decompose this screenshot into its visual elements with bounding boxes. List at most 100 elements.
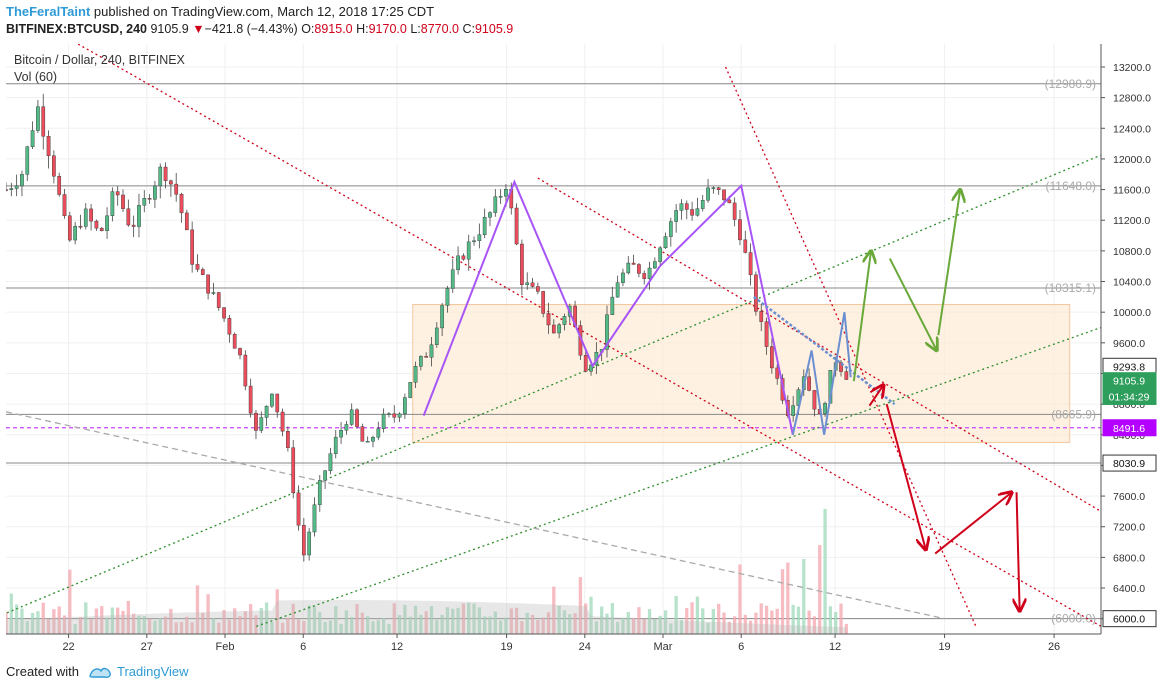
candle <box>679 199 684 220</box>
candle-body <box>520 243 524 285</box>
candle <box>663 232 668 250</box>
candle-body <box>759 311 764 322</box>
candle <box>695 197 700 217</box>
candle-body <box>663 236 668 249</box>
candle-body <box>371 437 375 442</box>
y-axis[interactable]: 6000.06400.06800.07200.07600.08000.08400… <box>1101 62 1151 626</box>
candle-body <box>291 447 296 493</box>
candle <box>637 263 641 278</box>
x-axis[interactable]: 22 27 Feb 6 12 19 24 Mar 6 12 19 26 <box>62 634 1060 653</box>
candle <box>30 121 35 149</box>
candle <box>153 180 157 209</box>
volume-bar <box>653 618 657 634</box>
candle <box>461 253 466 261</box>
candle-body <box>62 194 67 217</box>
trendlines <box>6 44 1101 627</box>
volume-bar <box>158 617 162 634</box>
volume-bar <box>57 606 61 634</box>
candle <box>562 313 567 331</box>
x-tick-label: 12 <box>829 641 841 653</box>
candle-body <box>30 130 35 148</box>
price-change: −421.8 (−4.43%) <box>204 22 298 36</box>
candle-body <box>232 334 237 349</box>
volume-bar <box>701 608 705 634</box>
volume-bar <box>796 606 801 634</box>
volume-bar <box>631 617 636 634</box>
volume-bar <box>105 617 109 634</box>
candle-body <box>732 202 737 220</box>
candle-body <box>770 346 774 369</box>
candle <box>89 203 93 231</box>
volume-bar <box>14 604 19 634</box>
candle-body <box>668 221 673 237</box>
volume-bar <box>89 619 93 634</box>
chart-area[interactable]: (12980.9) (11648.0) (10315.1) (8665.9) (6000… <box>6 44 1158 660</box>
price-chart[interactable]: (12980.9) (11648.0) (10315.1) (8665.9) (6000… <box>6 44 1158 660</box>
volume-bar <box>222 609 226 634</box>
price-tag-bg <box>1102 419 1157 437</box>
volume-bar <box>823 508 827 634</box>
candle-body <box>418 356 423 367</box>
volume-bar <box>381 618 386 634</box>
candle-body <box>413 366 418 383</box>
candle <box>775 364 780 385</box>
volume-bar <box>477 607 482 634</box>
candle <box>317 475 322 512</box>
candle <box>450 258 455 293</box>
tradingview-link[interactable]: TradingView <box>117 664 189 679</box>
volume-bar <box>110 607 115 634</box>
candle <box>376 421 381 441</box>
last-price: 9105.9 <box>150 22 189 36</box>
volume-bar <box>307 605 311 634</box>
candle-body <box>403 397 407 415</box>
down-arrow-icon: ▼ <box>192 22 205 36</box>
y-tick-label: 7600.0 <box>1113 491 1145 503</box>
green-forecast-arrow <box>888 258 937 351</box>
candle <box>301 517 306 562</box>
candle <box>605 305 609 358</box>
volume-bar <box>637 607 641 634</box>
horizontal-levels: (12980.9) (11648.0) (10315.1) (8665.9) (6000… <box>6 77 1101 626</box>
candle-body <box>738 219 742 241</box>
candle-body <box>52 155 56 177</box>
volume-bar <box>392 603 396 634</box>
volume-bar <box>147 618 152 634</box>
candle-body <box>482 217 487 235</box>
symbol-label[interactable]: BITFINEX:BTCUSD, 240 <box>6 22 147 36</box>
candle <box>78 214 83 230</box>
volume-bar <box>717 603 721 634</box>
harmonic-pattern <box>422 179 794 435</box>
candle-body <box>727 199 732 204</box>
volume-bar <box>84 602 88 634</box>
x-tick-label: 19 <box>938 641 950 653</box>
candle <box>626 256 631 275</box>
candle <box>770 338 774 374</box>
candle <box>36 99 40 133</box>
volume-bar <box>355 604 359 634</box>
candle-body <box>259 417 264 431</box>
candle-body <box>89 208 93 222</box>
author-link[interactable]: TheFeralTaint <box>6 4 91 19</box>
candle <box>392 405 397 423</box>
candle <box>445 285 450 313</box>
candle-body <box>270 393 274 407</box>
candle-body <box>323 470 327 481</box>
footer: Created with TradingView <box>0 660 1163 688</box>
candle-body <box>589 364 593 372</box>
candle <box>764 317 769 355</box>
candle <box>440 302 444 337</box>
candle <box>174 172 179 202</box>
volume-bar <box>557 605 561 634</box>
candle-body <box>41 106 46 137</box>
price-tag: 8491.6 <box>1102 419 1157 437</box>
volume-bar <box>41 602 45 634</box>
candle <box>137 193 141 238</box>
price-tag-label: 6000.0 <box>1113 614 1145 626</box>
candle <box>328 447 333 475</box>
trendline-grey-1 <box>6 411 945 620</box>
volume-indicator-label[interactable]: Vol (60) <box>14 70 57 84</box>
forecast-arrows <box>852 190 1020 611</box>
candle-body <box>137 205 141 227</box>
level-label: (8665.9) <box>1051 407 1096 421</box>
volume-bar <box>552 586 556 634</box>
